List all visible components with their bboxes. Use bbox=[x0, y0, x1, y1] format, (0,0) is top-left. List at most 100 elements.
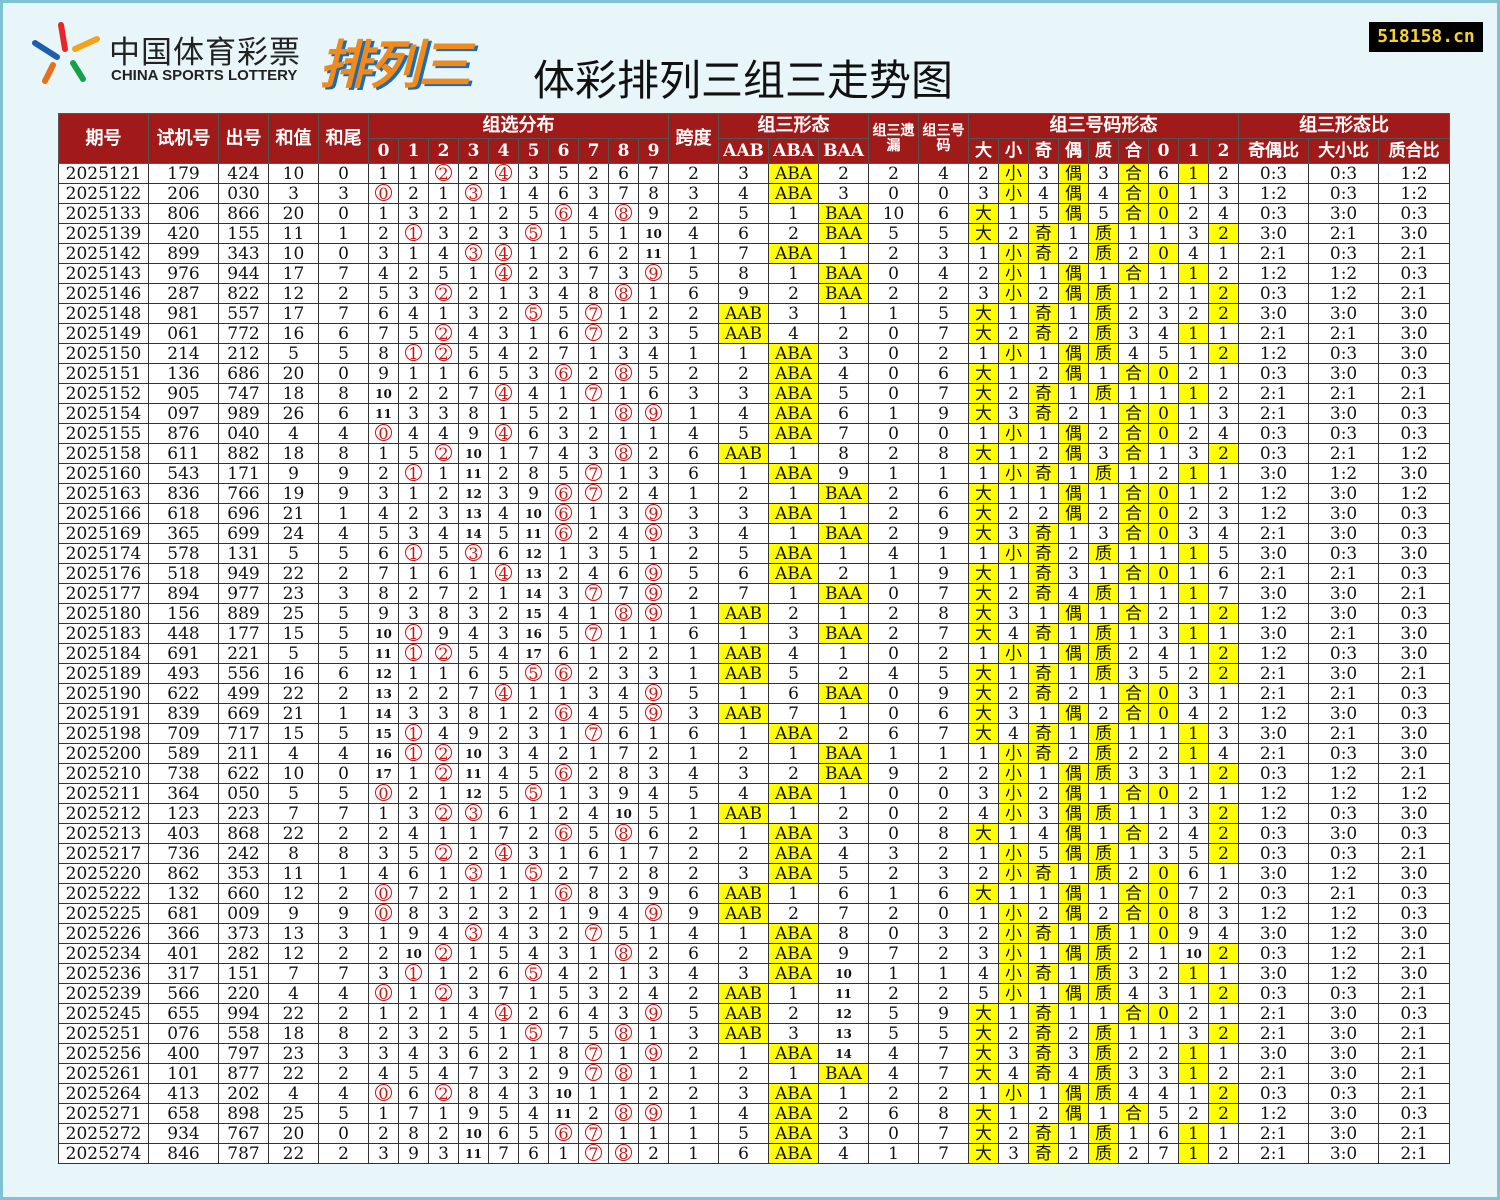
cell: 1 bbox=[998, 563, 1030, 584]
cell: 17 bbox=[518, 643, 549, 664]
cell: 7 bbox=[768, 703, 820, 724]
cell: 2 bbox=[428, 883, 459, 904]
cell: 2025189 bbox=[58, 663, 149, 684]
hit-ring: 7 bbox=[585, 1044, 602, 1062]
cell: 9 bbox=[637, 503, 670, 524]
cell: 2 bbox=[998, 323, 1030, 344]
cell: 1 bbox=[1088, 483, 1120, 504]
cell: 5 bbox=[718, 543, 770, 564]
cell: 2 bbox=[1088, 703, 1120, 724]
cell: 1 bbox=[488, 1023, 519, 1044]
cell: 4 bbox=[428, 923, 459, 944]
cell: 8 bbox=[458, 1083, 489, 1104]
cell: 2:1 bbox=[1378, 843, 1451, 864]
cell: 偶 bbox=[1058, 443, 1090, 464]
cell: 5 bbox=[428, 543, 459, 564]
cell: 小 bbox=[998, 183, 1030, 204]
cell: 5 bbox=[518, 203, 549, 224]
cell: 6 bbox=[918, 483, 970, 504]
cell: 0 bbox=[368, 883, 399, 904]
cell: 6 bbox=[718, 563, 770, 584]
cell: 2 bbox=[458, 843, 489, 864]
cell: 2 bbox=[398, 503, 429, 524]
cell: 奇 bbox=[1028, 1043, 1060, 1064]
cell: 2 bbox=[1208, 1083, 1240, 1104]
cell: 8 bbox=[918, 1103, 970, 1124]
cell: 981 bbox=[148, 303, 219, 324]
cell: 365 bbox=[148, 523, 219, 544]
cell: 1 bbox=[1118, 583, 1150, 604]
cell: 1 bbox=[1118, 543, 1150, 564]
cell: 2 bbox=[768, 223, 820, 244]
cell: 177 bbox=[218, 623, 269, 644]
cell: 6 bbox=[918, 363, 970, 384]
cell: 9 bbox=[918, 403, 970, 424]
cell: 1 bbox=[1088, 783, 1120, 804]
cell: ABA bbox=[768, 423, 820, 444]
cell: 3:0 bbox=[1378, 623, 1451, 644]
cell: 6 bbox=[637, 383, 670, 404]
cell: ABA bbox=[768, 723, 820, 744]
cell: 2 bbox=[1088, 503, 1120, 524]
cell: 6 bbox=[518, 423, 549, 444]
cell: 3 bbox=[1088, 163, 1120, 184]
cell: 10 bbox=[1178, 943, 1210, 964]
cell: 16 bbox=[268, 663, 319, 684]
cell: 3 bbox=[1118, 1063, 1150, 1084]
cell: 2 bbox=[518, 1063, 549, 1084]
cell: 1:2 bbox=[1238, 803, 1310, 824]
cell: ABA bbox=[768, 163, 820, 184]
cell: 合 bbox=[1118, 483, 1150, 504]
cell: 686 bbox=[218, 363, 269, 384]
hit-ring: 9 bbox=[645, 1004, 663, 1022]
cell: 0 bbox=[1148, 403, 1180, 424]
cell: 1 bbox=[1088, 1103, 1120, 1124]
cell: 3:0 bbox=[1308, 303, 1380, 324]
cell: 奇 bbox=[1028, 543, 1060, 564]
hit-ring: 1 bbox=[405, 744, 422, 762]
cell: 0 bbox=[868, 343, 920, 364]
cell: 3 bbox=[548, 583, 579, 604]
trend-table: 期号 试机号 出号 和值 和尾 组选分布 跨度 组三形态 组三遗漏 组三号码 组三号码形态 组三形态比… bbox=[58, 113, 1451, 1164]
hit-ring: 5 bbox=[525, 1024, 542, 1042]
cell: 5 bbox=[718, 1123, 770, 1144]
cell: 1 bbox=[1148, 943, 1180, 964]
cell: 2 bbox=[578, 423, 609, 444]
cell: 2 bbox=[718, 483, 770, 504]
cell: 7 bbox=[608, 743, 639, 764]
cell: 4 bbox=[368, 503, 399, 524]
cell: 556 bbox=[218, 663, 269, 684]
cell: 7 bbox=[488, 983, 519, 1004]
cell: 2:1 bbox=[1238, 743, 1310, 764]
cell: 3 bbox=[318, 583, 369, 604]
cell: 747 bbox=[218, 383, 269, 404]
cell: 1 bbox=[608, 1083, 639, 1104]
cell: 5 bbox=[268, 643, 319, 664]
cell: 9 bbox=[637, 1003, 670, 1024]
cell: 1 bbox=[998, 1103, 1030, 1124]
cell: 1 bbox=[398, 463, 429, 484]
cell: 6 bbox=[398, 863, 429, 884]
cell: 7 bbox=[578, 863, 609, 884]
cell: 3 bbox=[318, 1043, 369, 1064]
cell: 2 bbox=[668, 163, 720, 184]
cell: 2 bbox=[1208, 803, 1240, 824]
cell: 1 bbox=[998, 303, 1030, 324]
cell: 5 bbox=[318, 343, 369, 364]
cell: 868 bbox=[218, 823, 269, 844]
cell: 6 bbox=[768, 683, 820, 704]
cell: 5 bbox=[458, 343, 489, 364]
cell: 3 bbox=[1178, 223, 1210, 244]
cell: 1 bbox=[608, 303, 639, 324]
cell: 3 bbox=[1058, 563, 1090, 584]
cell: 2 bbox=[1058, 323, 1090, 344]
cell: 7 bbox=[637, 163, 670, 184]
cell: 质 bbox=[1088, 843, 1120, 864]
cell: 1 bbox=[1148, 1023, 1180, 1044]
cell: 2 bbox=[668, 843, 720, 864]
cell: 0:3 bbox=[1378, 423, 1451, 444]
cell: 3 bbox=[368, 243, 399, 264]
cell: 2 bbox=[1208, 283, 1240, 304]
cell: 2025251 bbox=[58, 1023, 149, 1044]
cell: 5 bbox=[368, 283, 399, 304]
